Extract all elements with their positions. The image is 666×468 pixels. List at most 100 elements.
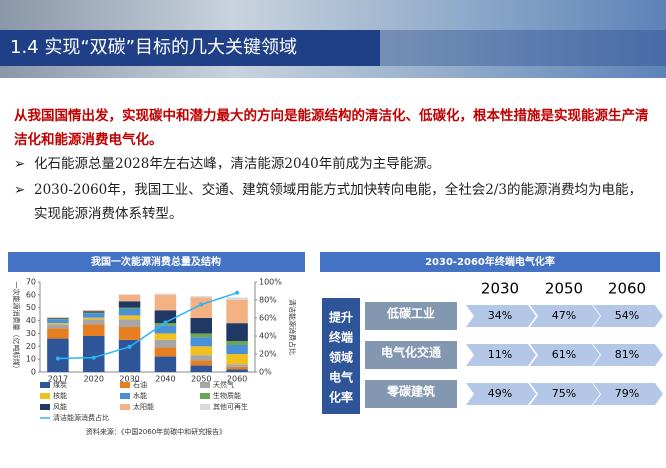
bar-segment — [190, 337, 212, 347]
legend-label: 清洁能源消费占比 — [53, 413, 109, 422]
bar-segment — [154, 347, 177, 357]
slide-title: 1.4 实现“双碳”目标的几大关键领域 — [0, 30, 380, 66]
bar-segment — [190, 333, 212, 338]
legend-swatch — [40, 393, 50, 399]
row-header: 领域 — [329, 350, 353, 365]
bar-segment — [154, 333, 177, 340]
x-tick-label: 2017 — [48, 375, 68, 384]
bar-segment — [190, 365, 212, 372]
legend-swatch — [120, 382, 130, 388]
y2-tick-label: 80% — [259, 296, 277, 305]
x-tick-label: 2050 — [191, 375, 211, 384]
y-tick-label: 0 — [31, 368, 36, 377]
bullet: 化石能源总量2028年左右达峰，清洁能源2040年前成为主导能源。 — [14, 152, 654, 176]
legend-label: 其他可再生 — [213, 402, 248, 411]
cell-value: 75% — [552, 387, 576, 400]
panel-title: 我国一次能源消费总量及结构 — [91, 255, 221, 268]
y2-tick-label: 40% — [259, 332, 277, 341]
legend-label: 水能 — [133, 391, 147, 400]
legend-swatch — [200, 393, 210, 399]
bar-segment — [226, 300, 248, 324]
row-header: 提升 — [329, 310, 353, 325]
bar-segment — [118, 319, 141, 327]
bar-segment — [118, 294, 141, 295]
bar-segment — [83, 317, 105, 320]
bar-segment — [118, 315, 141, 320]
y-tick-label: 70 — [26, 278, 36, 287]
panel-title: 2030-2060年终端电气化率 — [425, 255, 555, 268]
bar-segment — [154, 325, 177, 334]
y-axis-label: 一次能源消费量（亿吨标煤） — [12, 282, 21, 373]
row-label: 电气化交通 — [381, 345, 441, 360]
bar-segment — [118, 294, 141, 302]
row-label: 零碳建筑 — [386, 384, 435, 399]
bar-segment — [190, 355, 212, 361]
bar-segment — [226, 341, 248, 345]
bar-segment — [190, 318, 212, 334]
bar-segment — [47, 323, 69, 325]
bar-segment — [226, 364, 248, 367]
bar-segment — [190, 346, 212, 356]
legend-label: 核能 — [53, 391, 67, 400]
y2-tick-label: 60% — [259, 314, 277, 323]
chevron — [593, 344, 663, 366]
bar-segment — [154, 339, 177, 348]
column-header: 2030 — [481, 280, 519, 298]
row-label-box — [365, 380, 457, 408]
x-tick-label: 2060 — [227, 375, 247, 384]
bar-segment — [226, 297, 248, 300]
bar-segment — [118, 301, 141, 308]
chevron — [530, 305, 600, 327]
row-header: 化率 — [329, 390, 353, 405]
x-tick-label: 2040 — [155, 375, 175, 384]
legend-swatch — [200, 404, 210, 410]
y2-tick-label: 20% — [259, 350, 277, 359]
bullet: 2030-2060年，我国工业、交通、建筑领域用能方式加快转向电能，全社会2/3… — [14, 178, 654, 226]
bar-segment — [154, 293, 177, 295]
bar-segment — [118, 327, 141, 340]
title-band — [380, 30, 666, 66]
cell-value: 49% — [488, 387, 512, 400]
legend-label: 石油 — [133, 380, 147, 389]
legend-swatch — [40, 382, 50, 388]
cell-value: 11% — [488, 348, 512, 361]
legend-swatch — [40, 404, 50, 410]
chevron — [466, 305, 536, 327]
cell-value: 47% — [552, 309, 576, 322]
legend-swatch — [120, 404, 130, 410]
row-header: 电气 — [329, 370, 353, 385]
bar-segment — [83, 336, 105, 372]
line-point — [91, 355, 96, 360]
row-label-box — [365, 341, 457, 369]
y-tick-label: 10 — [26, 355, 36, 364]
bar-segment — [83, 311, 105, 313]
column-header: 2050 — [545, 280, 583, 298]
bar-segment — [47, 318, 69, 320]
chevron — [530, 344, 600, 366]
line — [57, 292, 238, 360]
y-tick-label: 20 — [26, 342, 36, 351]
bar-segment — [83, 310, 105, 312]
legend-label: 风能 — [53, 402, 67, 411]
line-point — [235, 290, 240, 295]
cell-value: 81% — [615, 348, 639, 361]
x-tick-label: 2020 — [84, 375, 104, 384]
chevron — [466, 383, 536, 405]
row-header: 终端 — [329, 330, 353, 345]
row-label: 低碳工业 — [386, 306, 435, 321]
bar-segment — [154, 356, 177, 372]
bar-segment — [226, 354, 248, 365]
y2-axis-label: 清洁能源消费占比 — [288, 299, 297, 355]
legend-swatch — [200, 382, 210, 388]
bar-segment — [47, 328, 69, 339]
bar-segment — [47, 318, 69, 319]
bar-segment — [83, 312, 105, 314]
column-header: 2060 — [608, 280, 646, 298]
line-point — [163, 320, 168, 325]
row-header-box — [322, 298, 360, 414]
y2-tick-label: 0% — [259, 368, 272, 377]
bar-segment — [83, 319, 105, 325]
legend-label: 太阳能 — [133, 402, 154, 411]
